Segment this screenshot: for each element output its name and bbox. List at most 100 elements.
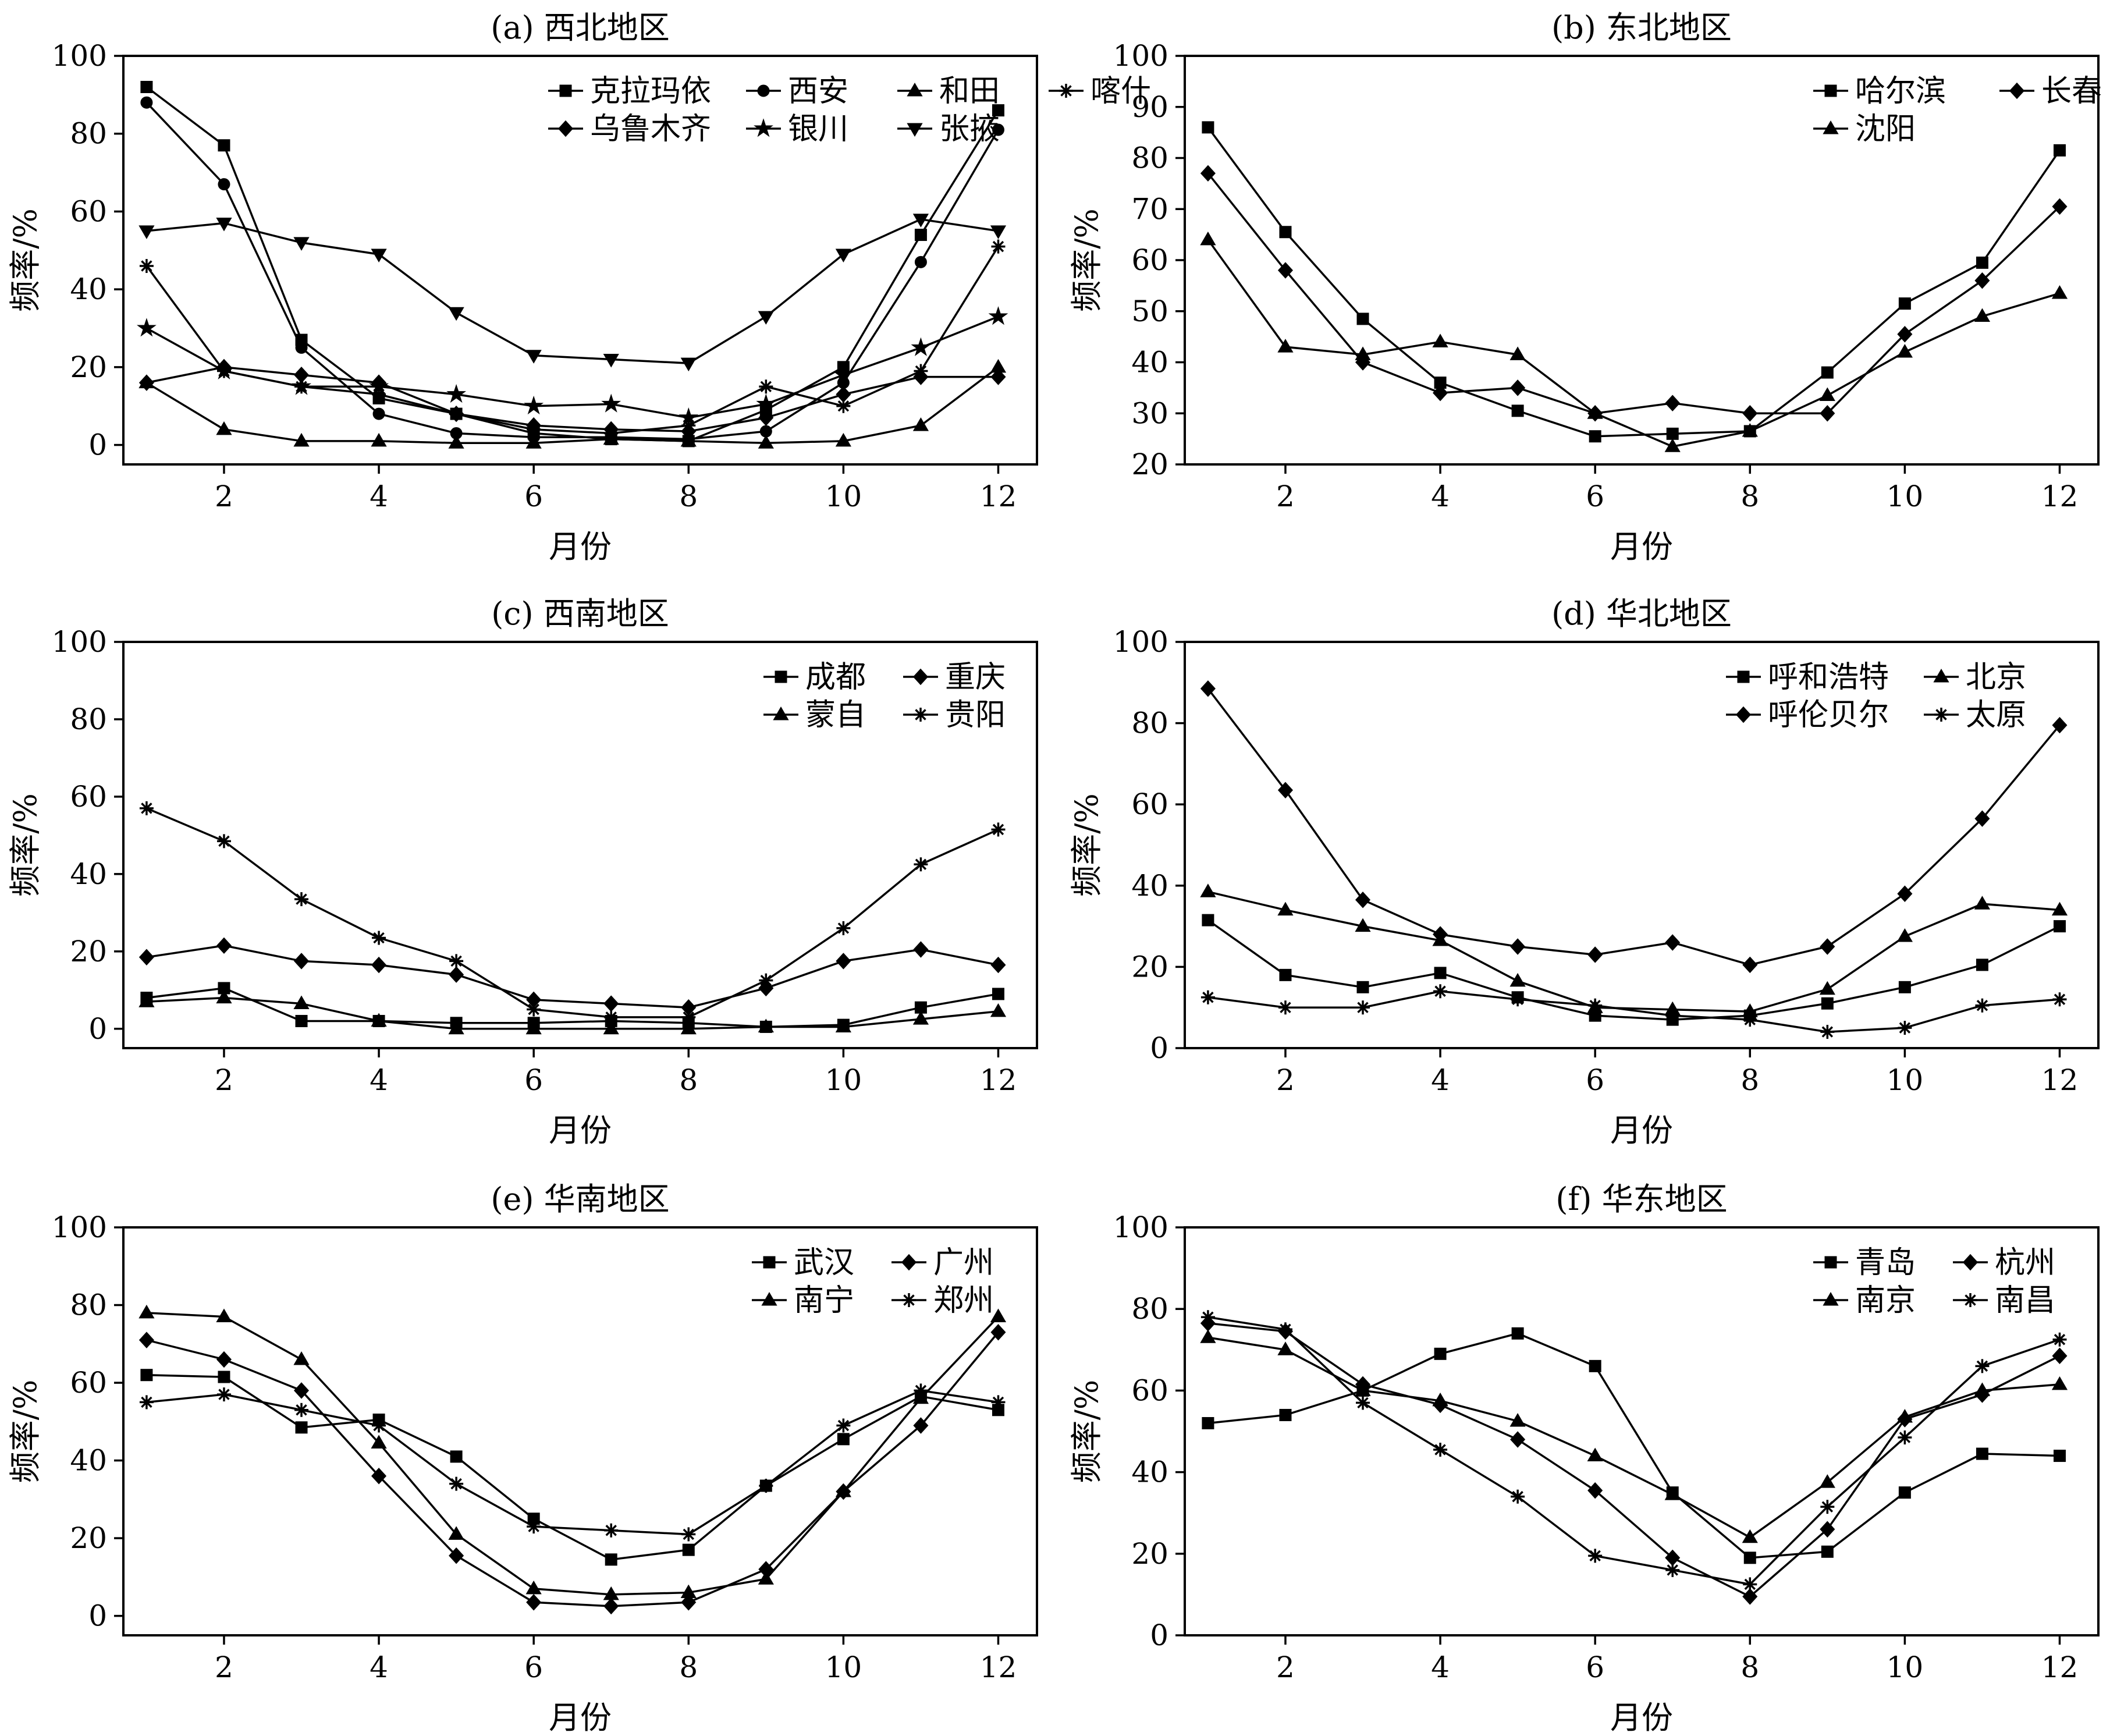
y-tick-label: 80 — [70, 117, 107, 151]
y-tick-label: 100 — [52, 1210, 107, 1244]
data-point — [1277, 782, 1294, 798]
data-point — [1355, 918, 1371, 932]
x-tick-label: 10 — [825, 1063, 862, 1097]
data-point — [836, 953, 851, 970]
y-tick-label: 60 — [70, 1366, 107, 1400]
legend-marker — [902, 1293, 916, 1307]
legend-marker — [1737, 670, 1750, 683]
plot-frame — [1184, 55, 2100, 466]
y-tick-label: 0 — [88, 1599, 107, 1633]
x-tick-label: 10 — [825, 480, 862, 513]
data-point — [293, 1351, 310, 1365]
legend-label: 广州 — [933, 1245, 994, 1280]
legend-label: 乌鲁木齐 — [590, 112, 711, 147]
y-tick-label: 40 — [70, 857, 107, 891]
data-point — [371, 1013, 387, 1027]
data-point — [2053, 920, 2066, 933]
legend-label: 武汉 — [794, 1245, 854, 1280]
data-point — [991, 1395, 1006, 1410]
data-point — [1279, 968, 1292, 981]
series-line — [145, 102, 999, 441]
data-point — [911, 337, 931, 356]
data-point — [1819, 1474, 1835, 1488]
data-point — [1821, 1545, 1834, 1558]
data-point — [2052, 1347, 2068, 1365]
legend-item: 武汉 — [752, 1245, 854, 1280]
data-point — [836, 386, 851, 403]
series-line — [146, 807, 999, 1018]
data-point — [371, 1468, 387, 1485]
data-point — [1897, 326, 1913, 343]
data-point — [1433, 1443, 1448, 1457]
legend-item: 和田 — [897, 74, 1000, 109]
y-tick-label: 80 — [70, 1288, 107, 1322]
data-point — [295, 1421, 308, 1434]
series-3 — [1200, 1310, 2067, 1592]
series-line — [1207, 1322, 2061, 1598]
data-point — [912, 214, 929, 228]
data-point — [1976, 1447, 1988, 1460]
data-point — [216, 1387, 231, 1402]
x-tick-label: 8 — [679, 480, 698, 513]
legend-marker — [1962, 1254, 1979, 1271]
y-tick-label: 60 — [70, 194, 107, 228]
data-point — [1277, 339, 1294, 353]
data-point — [1511, 992, 1525, 1007]
legend-label: 贵阳 — [945, 698, 1006, 733]
legend-item: 广州 — [891, 1245, 994, 1280]
data-point — [1742, 1529, 1758, 1543]
series-0 — [140, 1369, 1004, 1566]
data-point — [293, 1382, 310, 1399]
legend-label: 张掖 — [939, 112, 1000, 147]
data-point — [371, 248, 387, 262]
data-point — [912, 417, 929, 431]
data-point — [679, 407, 699, 427]
panel-5: (f) 华东地区 2 4 6 8 10 12 0 20 40 60 80 100 月份 频率/% 青岛 杭州南京… — [1068, 1181, 2100, 1736]
data-point — [1742, 956, 1758, 974]
x-tick-label: 4 — [1431, 480, 1450, 513]
data-point — [1974, 308, 1991, 322]
legend-marker — [914, 708, 928, 722]
data-point — [216, 834, 231, 849]
data-point — [138, 374, 154, 391]
data-point — [991, 822, 1006, 837]
data-point — [992, 988, 1004, 1000]
y-tick-label: 90 — [1131, 90, 1168, 124]
series-line — [1207, 1316, 2061, 1586]
y-tick-label: 20 — [1131, 1537, 1168, 1571]
y-tick-label: 0 — [88, 428, 107, 462]
data-point — [138, 1304, 155, 1319]
data-point — [758, 409, 774, 426]
data-point — [1898, 1021, 1912, 1035]
y-axis-label: 频率/% — [1068, 1380, 1105, 1483]
series-line — [146, 1389, 999, 1536]
data-point — [1820, 1500, 1835, 1514]
series-0 — [1202, 121, 2066, 443]
legend-label: 沈阳 — [1855, 112, 1916, 147]
series-5 — [136, 306, 1008, 427]
data-point — [1511, 404, 1524, 417]
data-point — [1279, 226, 1292, 239]
legend-label: 呼伦贝尔 — [1768, 698, 1889, 733]
data-point — [1820, 405, 1835, 422]
data-point — [680, 432, 697, 447]
data-point — [526, 417, 542, 434]
y-tick-label: 40 — [1131, 869, 1168, 903]
data-point — [682, 1543, 695, 1556]
panel-4: (e) 华南地区 2 4 6 8 10 12 0 20 40 60 80 100 月份 频率/% 武汉 广州南宁… — [7, 1181, 1038, 1736]
data-point — [1820, 938, 1835, 955]
data-point — [604, 1010, 619, 1024]
data-point — [139, 259, 154, 274]
data-point — [1433, 984, 1448, 999]
data-point — [603, 995, 619, 1012]
data-point — [448, 1020, 464, 1035]
data-point — [1743, 1552, 1756, 1564]
data-point — [1433, 384, 1448, 402]
series-2 — [1200, 680, 2068, 974]
series-line — [146, 987, 999, 1028]
x-tick-label: 12 — [2041, 1063, 2079, 1097]
y-axis-label: 频率/% — [1068, 793, 1105, 897]
data-point — [526, 1594, 542, 1611]
x-tick-label: 2 — [1276, 480, 1295, 513]
panel-3: (d) 华北地区 2 4 6 8 10 12 0 20 40 60 80 100 月份 频率/% 呼和浩特 北京… — [1068, 595, 2100, 1149]
